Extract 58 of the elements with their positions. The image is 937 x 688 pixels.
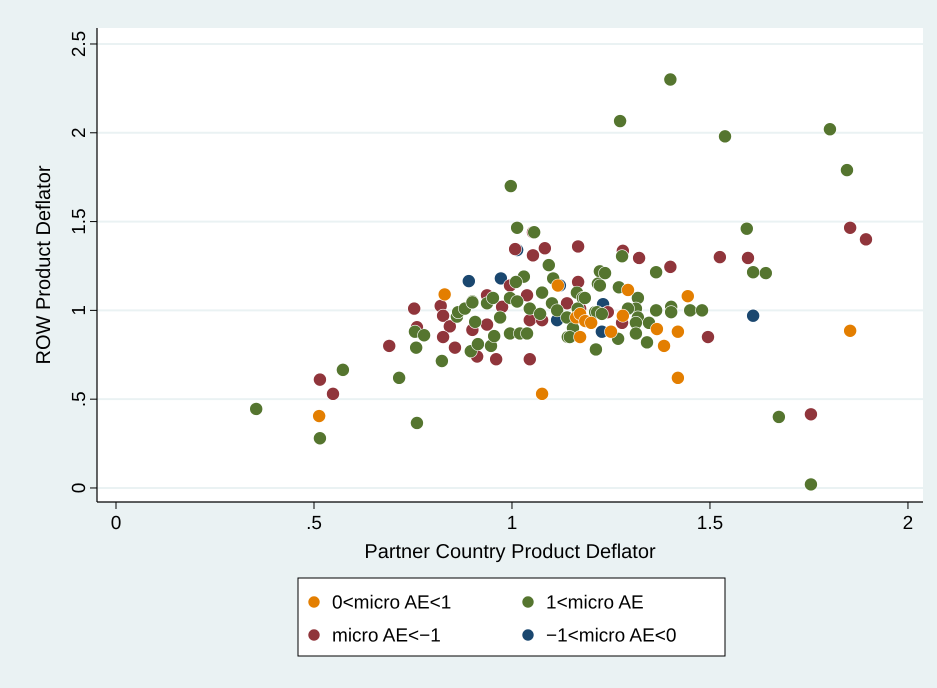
point <box>523 352 537 366</box>
point <box>804 407 818 422</box>
point <box>671 324 685 338</box>
point <box>436 308 450 323</box>
point <box>713 250 727 264</box>
point <box>520 288 534 302</box>
point <box>560 296 574 310</box>
point <box>448 340 462 354</box>
y-tick-label: 2.5 <box>69 30 90 58</box>
y-tick-label: 1.5 <box>69 208 90 235</box>
point <box>859 232 873 246</box>
point <box>616 308 630 323</box>
point <box>407 302 421 316</box>
point <box>326 387 340 401</box>
point <box>746 308 760 323</box>
legend-label: 0<micro AE<1 <box>332 592 452 614</box>
legend-label: micro AE<−1 <box>332 626 441 647</box>
point <box>573 330 587 344</box>
point <box>489 352 503 366</box>
x-axis-title: Partner Country Product Deflator <box>364 541 656 563</box>
y-tick-label: 1 <box>69 305 90 316</box>
point <box>462 274 476 288</box>
point <box>664 260 678 274</box>
point <box>526 248 540 262</box>
point <box>701 330 715 344</box>
y-tick-label: 0 <box>69 482 90 494</box>
legend-label: −1<micro AE<0 <box>546 626 676 647</box>
point <box>312 409 326 423</box>
point <box>843 220 857 235</box>
x-tick-label: 2 <box>902 513 914 534</box>
point <box>571 240 585 254</box>
point <box>584 316 598 330</box>
point <box>671 371 685 385</box>
point <box>438 288 452 302</box>
y-axis-title: ROW Product Deflator <box>33 165 55 364</box>
y-tick-label: 2 <box>69 127 90 138</box>
point <box>843 324 857 338</box>
x-tick-label: .5 <box>306 513 322 534</box>
point <box>538 241 552 256</box>
point <box>494 272 508 286</box>
x-tick-label: 0 <box>110 513 122 534</box>
point <box>741 251 755 265</box>
point <box>604 324 618 338</box>
x-tick-label: 1.5 <box>696 513 724 534</box>
point <box>480 318 494 332</box>
point <box>382 339 396 353</box>
y-tick-label: .5 <box>69 391 90 408</box>
point <box>621 283 635 297</box>
point <box>535 387 549 401</box>
point <box>632 251 646 265</box>
legend-label: 1<micro AE <box>546 592 644 614</box>
point <box>443 320 457 334</box>
point <box>436 330 450 344</box>
point <box>650 322 664 336</box>
point <box>313 372 327 386</box>
x-tick-label: 1 <box>506 513 518 534</box>
point <box>657 339 671 353</box>
point <box>680 289 695 303</box>
